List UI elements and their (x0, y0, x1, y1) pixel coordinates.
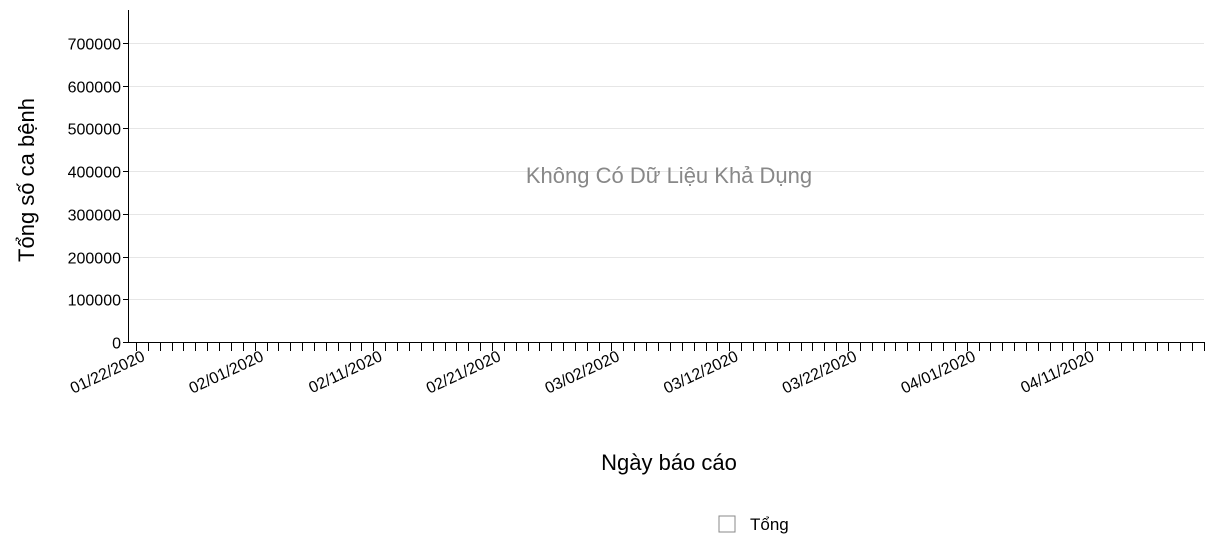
x-axis: 01/22/2020 02/01/2020 02/11/2020 02/21/2020… (68, 342, 1205, 397)
y-tick-label: 600000 (68, 80, 121, 97)
gridlines (129, 43, 1204, 300)
y-tick-label: 400000 (68, 165, 121, 182)
x-tick-label: 02/01/2020 (187, 348, 267, 397)
x-tick-label: 01/22/2020 (68, 348, 148, 397)
y-tick-label: 300000 (68, 208, 121, 225)
x-tick-label: 04/11/2020 (1018, 348, 1097, 397)
legend-label-tong[interactable]: Tổng (750, 515, 789, 534)
x-tick-label: 04/01/2020 (899, 348, 979, 397)
y-tick-label: 200000 (68, 251, 121, 268)
y-axis-title: Tổng số ca bệnh (14, 98, 39, 262)
legend: Tổng (718, 515, 789, 534)
no-data-message: Không Có Dữ Liệu Khả Dụng (526, 163, 812, 188)
x-axis-title: Ngày báo cáo (601, 450, 737, 475)
legend-toggle-tong[interactable] (718, 515, 736, 533)
x-tick-label: 02/11/2020 (306, 348, 385, 397)
y-tick-label: 0 (112, 336, 121, 353)
x-tick-label: 03/22/2020 (780, 348, 860, 397)
y-tick-label: 100000 (68, 293, 121, 310)
x-tick-label: 03/02/2020 (543, 348, 623, 397)
y-tick-label: 500000 (68, 122, 121, 139)
y-tick-label: 700000 (68, 37, 121, 54)
x-tick-label: 02/21/2020 (424, 348, 504, 397)
y-axis: 0 100000 200000 300000 400000 500000 600000 700… (68, 10, 129, 353)
x-tick-label: 03/12/2020 (661, 348, 741, 397)
